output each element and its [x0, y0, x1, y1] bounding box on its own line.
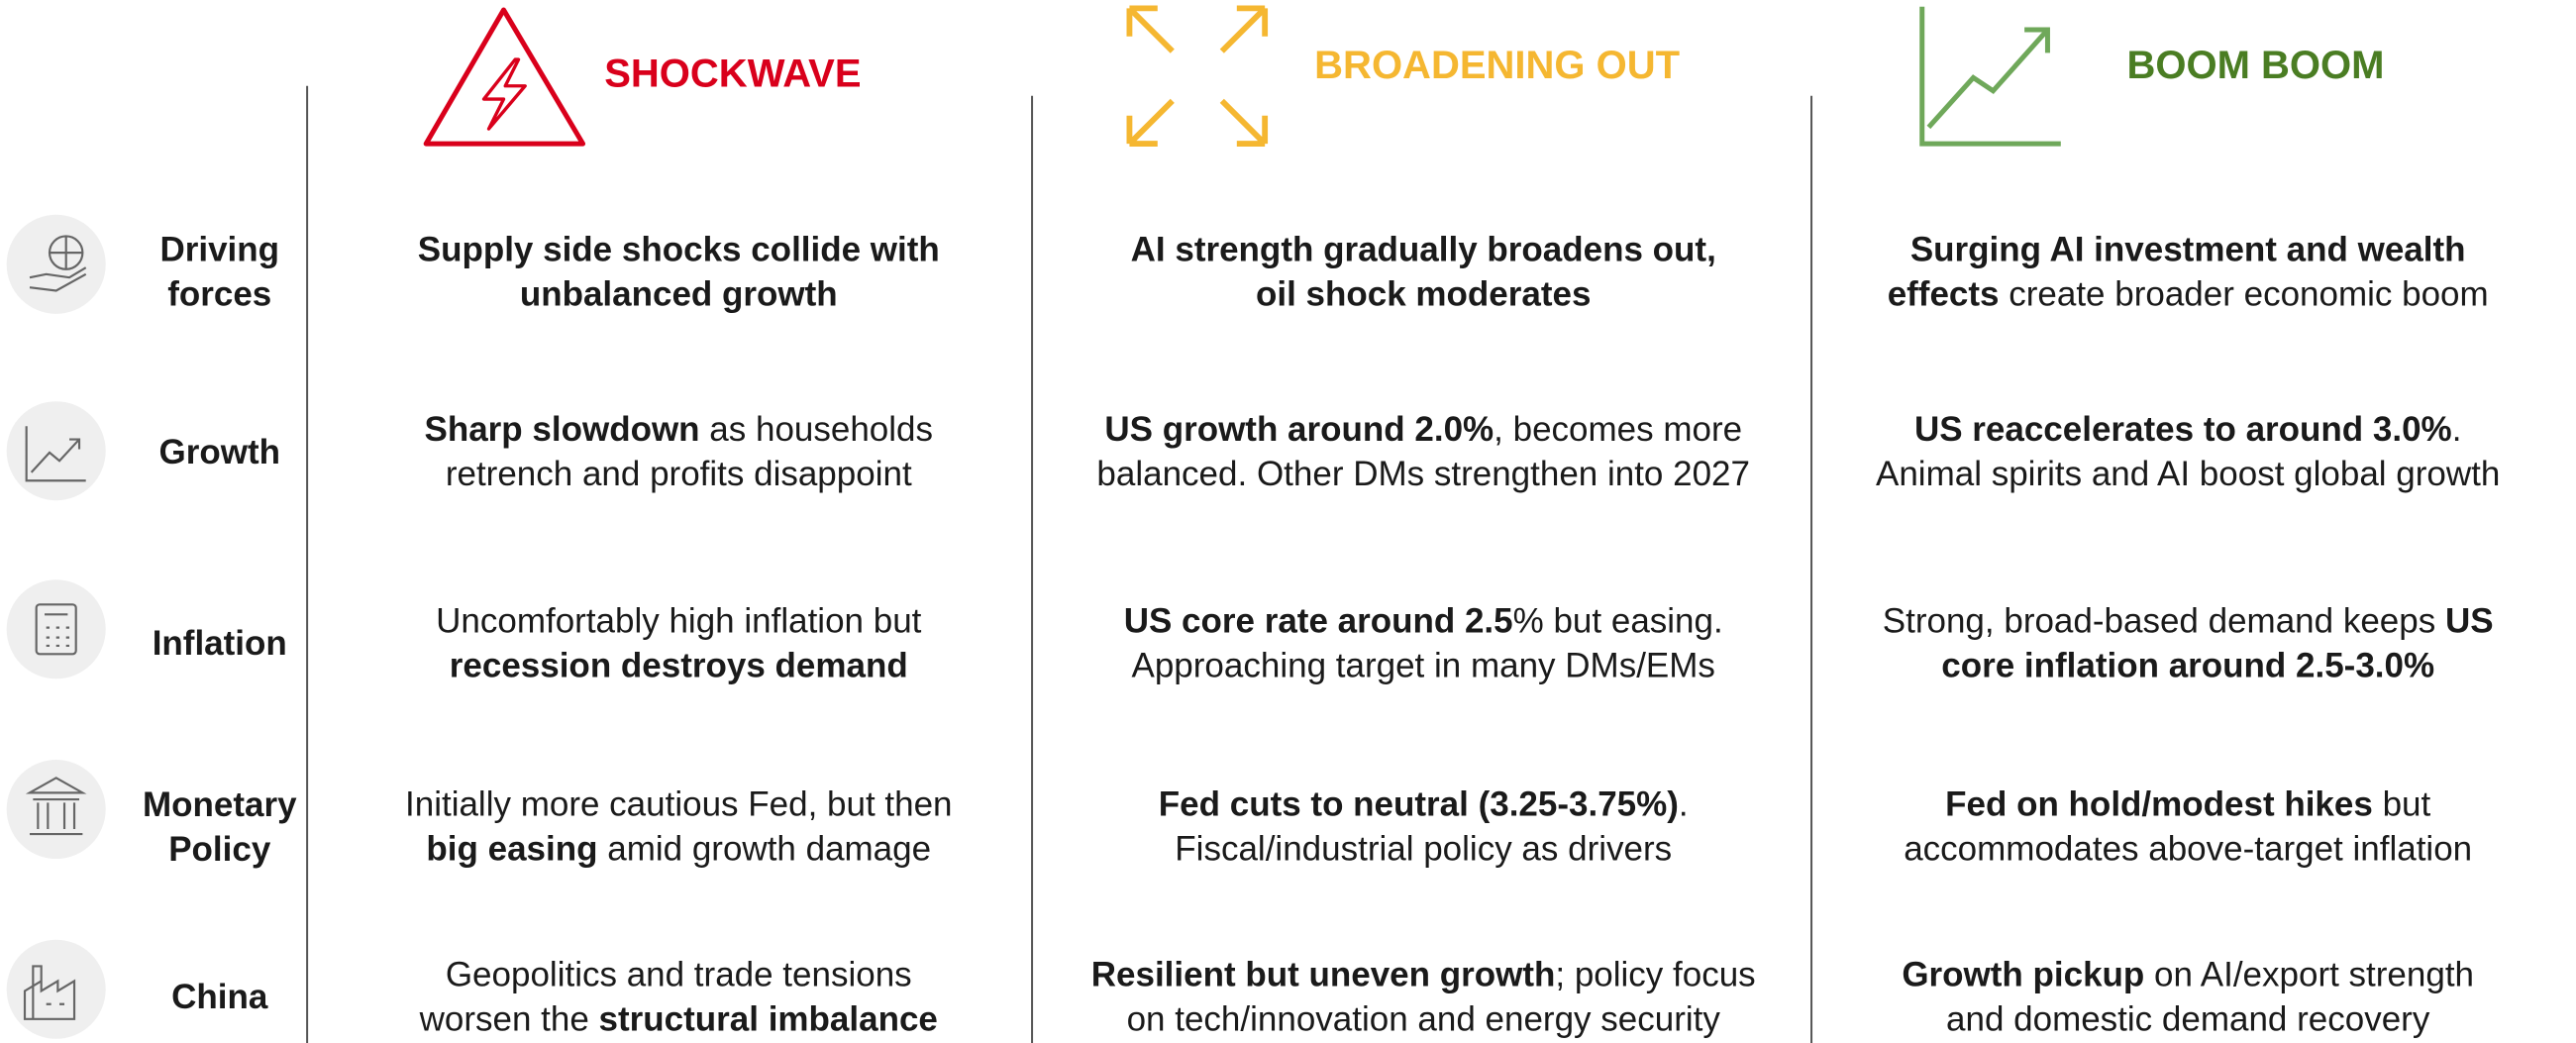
bold-text: Supply side shocks collide with — [418, 231, 940, 269]
cell-line: unbalanced growth — [520, 275, 838, 314]
text: . — [1679, 785, 1689, 824]
text: worsen the — [419, 1000, 599, 1039]
cell-line: Sharp slowdown as households — [424, 410, 933, 449]
cell-line: Fed on hold/modest hikes but — [1945, 785, 2430, 824]
bold-text: Fed cuts to neutral (3.25-3.75%) — [1159, 785, 1679, 824]
bold-text: unbalanced growth — [520, 275, 838, 314]
cell-line: AI strength gradually broadens out, — [1131, 231, 1716, 269]
row-label: Growth — [159, 433, 280, 471]
bold-text: core inflation around 2.5-3.0% — [1941, 647, 2434, 685]
cell-line: and domestic demand recovery — [1946, 1000, 2430, 1039]
cell-line: US reaccelerates to around 3.0%. — [1914, 410, 2461, 449]
cell-line: Surging AI investment and wealth — [1910, 231, 2466, 269]
bold-text: Surging AI investment and wealth — [1910, 231, 2466, 269]
text: % but easing. — [1513, 602, 1723, 641]
cell-line: US growth around 2.0%, becomes more — [1104, 410, 1742, 449]
cell-line: recession destroys demand — [450, 647, 908, 685]
cell-line: Fiscal/industrial policy as drivers — [1175, 830, 1672, 869]
column-title: BOOM BOOM — [2126, 44, 2384, 87]
text: , becomes more — [1494, 410, 1742, 449]
text: accommodates above-target inflation — [1904, 830, 2472, 869]
text: and domestic demand recovery — [1946, 1000, 2430, 1039]
text: Animal spirits and AI boost global growt… — [1876, 455, 2500, 493]
bold-text: US — [2445, 602, 2494, 641]
cell-line: Initially more cautious Fed, but then — [405, 785, 953, 824]
bold-text: US growth around 2.0% — [1104, 410, 1494, 449]
text: Initially more cautious Fed, but then — [405, 785, 953, 824]
text: as households — [700, 410, 933, 449]
bold-text: oil shock moderates — [1256, 275, 1591, 314]
cell-line: big easing amid growth damage — [426, 830, 931, 869]
column-title: SHOCKWAVE — [604, 52, 861, 95]
cell-line: oil shock moderates — [1256, 275, 1591, 314]
row-label: Driving — [159, 231, 279, 269]
row-icon — [6, 579, 106, 679]
row-icon — [6, 214, 106, 314]
cell-line: Supply side shocks collide with — [418, 231, 940, 269]
bold-text: Growth pickup — [1902, 956, 2144, 994]
text: amid growth damage — [598, 830, 932, 869]
cell-line: core inflation around 2.5-3.0% — [1941, 647, 2434, 685]
row-label: forces — [167, 275, 271, 314]
bold-text: US core rate around 2.5 — [1124, 602, 1513, 641]
cell-line: Fed cuts to neutral (3.25-3.75%). — [1159, 785, 1689, 824]
bold-text: big easing — [426, 830, 597, 869]
cell-line: on tech/innovation and energy security — [1127, 1000, 1721, 1039]
text: retrench and profits disappoint — [446, 455, 912, 493]
text: Fiscal/industrial policy as drivers — [1175, 830, 1672, 869]
bold-text: effects — [1888, 275, 2000, 314]
cell-line: balanced. Other DMs strengthen into 2027 — [1096, 455, 1750, 493]
row-label: Inflation — [153, 624, 287, 663]
text: on AI/export strength — [2144, 956, 2474, 994]
row-label: Monetary — [143, 785, 297, 824]
cell-line: retrench and profits disappoint — [446, 455, 912, 493]
cell-line: Approaching target in many DMs/EMs — [1132, 647, 1715, 685]
cell-line: Animal spirits and AI boost global growt… — [1876, 455, 2500, 493]
bold-text: Sharp slowdown — [424, 410, 699, 449]
shockwave-icon — [423, 7, 586, 147]
cell-line: US core rate around 2.5% but easing. — [1124, 602, 1723, 641]
text: . — [2452, 410, 2462, 449]
bold-text: Fed on hold/modest hikes — [1945, 785, 2373, 824]
text: Strong, broad-based demand keeps — [1883, 602, 2445, 641]
text: ; policy focus — [1555, 956, 1755, 994]
text: Geopolitics and trade tensions — [446, 956, 912, 994]
cell-line: Growth pickup on AI/export strength — [1902, 956, 2474, 994]
cell-line: worsen the structural imbalance — [419, 1000, 938, 1039]
bold-text: recession destroys demand — [450, 647, 908, 685]
cell-line: Uncomfortably high inflation but — [436, 602, 922, 641]
row-icon — [6, 401, 106, 501]
cell-line: accommodates above-target inflation — [1904, 830, 2472, 869]
column-title: BROADENING OUT — [1314, 44, 1680, 87]
bold-text: US reaccelerates to around 3.0% — [1914, 410, 2452, 449]
text: Uncomfortably high inflation but — [436, 602, 922, 641]
cell-line: Resilient but uneven growth; policy focu… — [1091, 956, 1756, 994]
text: on tech/innovation and energy security — [1127, 1000, 1721, 1039]
row-label: China — [171, 978, 268, 1016]
boom-icon — [1919, 6, 2061, 147]
cell-line: Geopolitics and trade tensions — [446, 956, 912, 994]
text: Approaching target in many DMs/EMs — [1132, 647, 1715, 685]
row-icon — [6, 939, 106, 1039]
broadening-icon — [1126, 5, 1269, 148]
cell-line: effects create broader economic boom — [1888, 275, 2489, 314]
content: SHOCKWAVE BROADENING OUT BOOM BOOM Driving f… — [143, 44, 2500, 1039]
cell-line: Strong, broad-based demand keeps US — [1883, 602, 2494, 641]
row-icon — [6, 760, 106, 860]
text: balanced. Other DMs strengthen into 2027 — [1096, 455, 1750, 493]
bold-text: Resilient but uneven growth — [1091, 956, 1556, 994]
row-label: Policy — [168, 830, 271, 869]
text: create broader economic boom — [2000, 275, 2489, 314]
bold-text: structural imbalance — [599, 1000, 938, 1039]
text: but — [2373, 785, 2431, 824]
bold-text: AI strength gradually broadens out, — [1131, 231, 1716, 269]
